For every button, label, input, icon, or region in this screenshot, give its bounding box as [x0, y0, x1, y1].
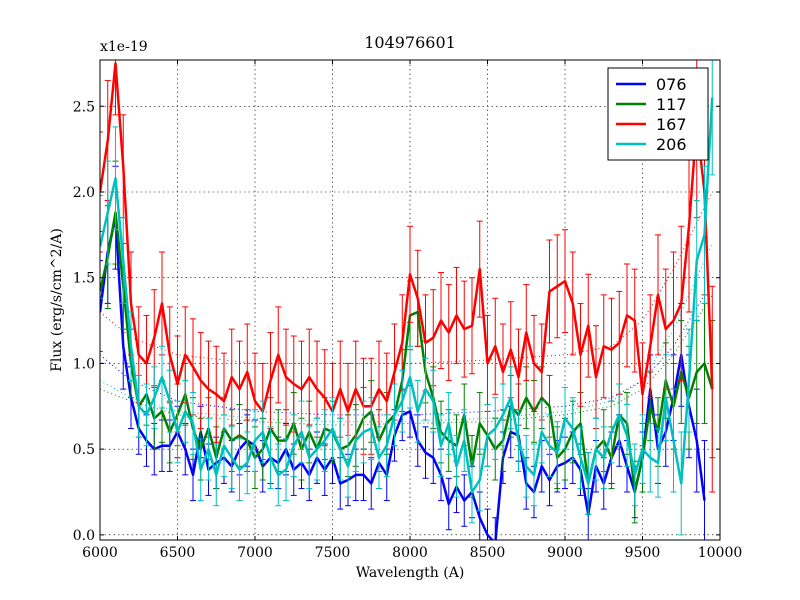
- y-tick-label: 1.5: [73, 271, 95, 287]
- legend-label-206: 206: [656, 135, 687, 154]
- x-tick-label: 6500: [160, 545, 196, 561]
- x-tick-label: 8000: [392, 545, 428, 561]
- x-tick-label: 9000: [547, 545, 583, 561]
- x-tick-label: 6000: [82, 545, 118, 561]
- y-tick-label: 0.5: [73, 442, 95, 458]
- y-tick-label: 1.0: [73, 356, 95, 372]
- y-axis-label: Flux (erg/s/cm^2/A): [49, 228, 65, 372]
- legend-label-167: 167: [656, 115, 687, 134]
- series-line-167: [100, 62, 714, 413]
- x-tick-label: 7000: [237, 545, 273, 561]
- x-tick-label: 7500: [315, 545, 351, 561]
- x-axis-label: Wavelength (A): [356, 565, 465, 581]
- x-tick-label: 10000: [698, 545, 743, 561]
- chart-title: 104976601: [364, 33, 456, 52]
- x-tick-label: 9500: [625, 545, 661, 561]
- noise-curve-117-noise: [100, 294, 713, 426]
- y-tick-label: 0.0: [73, 528, 95, 544]
- y-tick-label: 2.0: [73, 185, 95, 201]
- series-line-117: [100, 211, 714, 494]
- y-multiplier-label: x1e-19: [100, 39, 148, 55]
- series-line-206: [100, 97, 714, 494]
- y-tick-label: 2.5: [73, 99, 95, 115]
- x-tick-label: 8500: [470, 545, 506, 561]
- legend-label-117: 117: [656, 95, 687, 114]
- legend-label-076: 076: [656, 75, 687, 94]
- series-206: [100, 60, 716, 536]
